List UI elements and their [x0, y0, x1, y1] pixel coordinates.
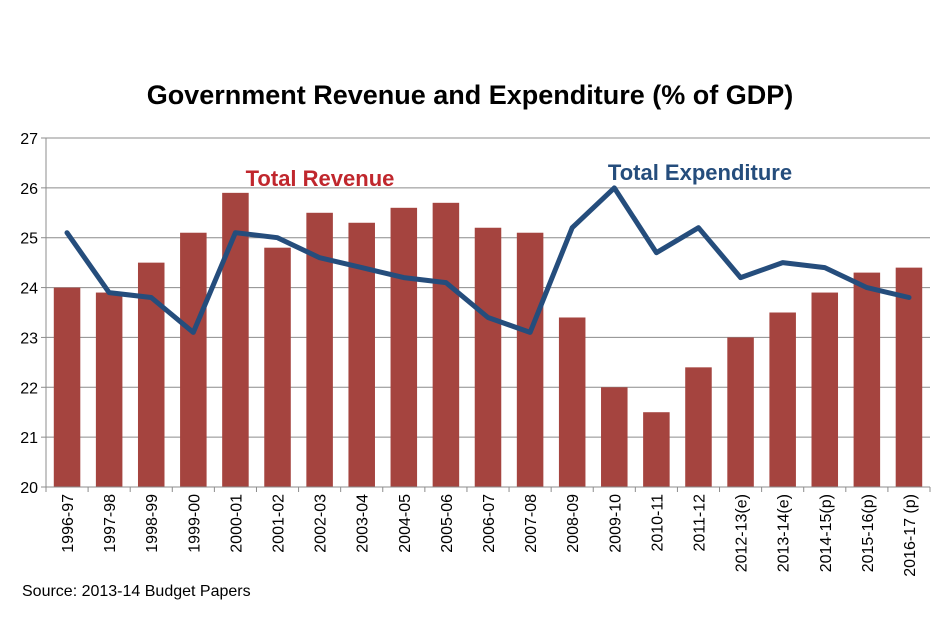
- y-tick-label-25: 25: [20, 231, 38, 248]
- expenditure-line: [64, 185, 912, 335]
- source-note: Source: 2013-14 Budget Papers: [22, 583, 251, 600]
- x-tick-label-2006-07: 2006-07: [481, 494, 498, 553]
- axes: 20 21 22 23 24 25 26 27 1996-97 1997-98 1998-99 199…: [20, 131, 931, 577]
- annotation-total-expenditure: Total Expenditure: [608, 160, 792, 185]
- x-tick-label-2007-08: 2007-08: [523, 494, 540, 553]
- x-tick-label-2004-05: 2004-05: [397, 494, 414, 553]
- x-tick-label-2003-04: 2003-04: [355, 494, 372, 553]
- revenue-bar-2016-17 (p): [895, 267, 923, 487]
- revenue-bar-2015-16(p): [853, 272, 881, 487]
- x-tick-label-2000-01: 2000-01: [228, 494, 245, 553]
- revenue-bar-2014-15(p): [811, 292, 839, 487]
- revenue-bar-2007-08: [516, 232, 544, 487]
- annotations: Total Revenue Total Expenditure: [246, 160, 792, 191]
- x-tick-label-2015-16(p): 2015-16(p): [860, 494, 877, 572]
- revenue-bar-2013-14(e): [769, 312, 796, 487]
- x-tick-label-2010-11: 2010-11: [649, 494, 666, 552]
- revenue-bar-2004-05: [390, 207, 418, 488]
- x-tick-label-1996-97: 1996-97: [60, 494, 77, 553]
- x-tick-label-2011-12: 2011-12: [691, 494, 708, 552]
- x-tick-label-1999-00: 1999-00: [186, 494, 203, 553]
- y-tick-label-27: 27: [20, 131, 38, 148]
- x-tick-label-1998-99: 1998-99: [144, 494, 161, 553]
- chart-title: Government Revenue and Expenditure (% of…: [146, 80, 794, 110]
- revenue-bar-2006-07: [474, 227, 502, 487]
- revenue-bar-2008-09: [558, 317, 586, 487]
- revenue-bar-2011-12: [685, 367, 712, 487]
- x-tick-label-1997-98: 1997-98: [102, 494, 119, 553]
- y-tick-label-21: 21: [20, 430, 38, 447]
- y-tick-label-26: 26: [20, 181, 38, 198]
- y-tick-label-22: 22: [20, 380, 38, 397]
- x-tick-label-2009-10: 2009-10: [607, 494, 624, 553]
- x-tick-label-2005-06: 2005-06: [439, 494, 456, 553]
- revenue-bar-2012-13(e): [727, 337, 754, 487]
- x-tick-label-2002-03: 2002-03: [313, 494, 330, 553]
- x-tick-label-2001-02: 2001-02: [271, 494, 288, 553]
- x-tick-label-2012-13(e): 2012-13(e): [734, 494, 751, 572]
- x-tick-label-2014-15(p): 2014-15(p): [818, 494, 835, 572]
- revenue-bar-2000-01: [222, 192, 249, 488]
- revenue-bar-2010-11: [643, 412, 670, 487]
- revenue-bars: [53, 192, 923, 488]
- y-tick-label-20: 20: [20, 480, 38, 497]
- y-tick-label-24: 24: [20, 281, 38, 298]
- revenue-bar-1996-97: [53, 287, 81, 487]
- revenue-bar-2003-04: [348, 222, 375, 487]
- x-tick-label-2008-09: 2008-09: [565, 494, 582, 553]
- revenue-bar-2005-06: [432, 202, 460, 488]
- x-tick-label-2013-14(e): 2013-14(e): [776, 494, 793, 572]
- annotation-total-revenue: Total Revenue: [246, 166, 395, 191]
- y-tick-label-23: 23: [20, 330, 38, 347]
- revenue-bar-1999-00: [180, 232, 207, 487]
- revenue-bar-2009-10: [601, 387, 628, 487]
- x-tick-label-2016-17 (p): 2016-17 (p): [902, 494, 919, 577]
- revenue-bar-1997-98: [95, 292, 123, 487]
- revenue-bar-2001-02: [264, 247, 291, 487]
